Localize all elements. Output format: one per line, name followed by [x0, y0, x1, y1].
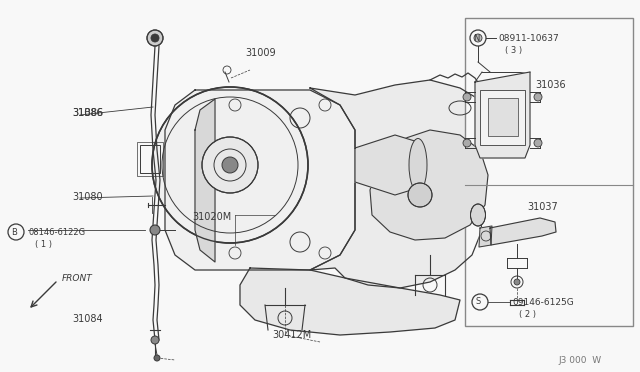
Text: FRONT: FRONT [62, 274, 93, 283]
Polygon shape [370, 130, 488, 240]
Circle shape [408, 183, 432, 207]
Text: 31084: 31084 [72, 314, 102, 324]
Bar [465, 18, 633, 326]
Polygon shape [310, 80, 490, 288]
Circle shape [534, 139, 542, 147]
Circle shape [151, 336, 159, 344]
Text: 31036: 31036 [535, 80, 566, 90]
Text: 08911-10637: 08911-10637 [498, 34, 559, 43]
Text: 31086: 31086 [72, 108, 102, 118]
Text: 08146-6122G: 08146-6122G [28, 228, 85, 237]
Text: ( 1 ): ( 1 ) [35, 240, 52, 249]
Text: J3 000  W: J3 000 W [558, 356, 601, 365]
Circle shape [474, 34, 482, 42]
Polygon shape [165, 90, 355, 270]
Text: B: B [11, 228, 17, 237]
Circle shape [150, 225, 160, 235]
Circle shape [202, 137, 258, 193]
Circle shape [152, 87, 308, 243]
Text: 30412M: 30412M [272, 330, 311, 340]
Circle shape [154, 355, 160, 361]
Bar [140, 145, 160, 173]
Text: 31009: 31009 [245, 48, 276, 58]
Ellipse shape [470, 204, 486, 226]
Text: 31B86: 31B86 [72, 108, 103, 118]
Bar [137, 142, 163, 176]
Ellipse shape [409, 138, 427, 192]
Polygon shape [240, 268, 460, 335]
Polygon shape [195, 99, 215, 262]
Polygon shape [490, 218, 556, 245]
Text: N: N [473, 33, 479, 42]
Text: 31037: 31037 [527, 202, 557, 212]
Text: 31080: 31080 [72, 192, 102, 202]
Circle shape [222, 157, 238, 173]
Circle shape [151, 34, 159, 42]
Text: 31020M: 31020M [192, 212, 231, 222]
Text: ( 2 ): ( 2 ) [519, 310, 536, 319]
Circle shape [534, 93, 542, 101]
Circle shape [463, 93, 471, 101]
Bar [488, 98, 518, 136]
Polygon shape [355, 135, 418, 195]
Polygon shape [479, 226, 492, 247]
Circle shape [514, 279, 520, 285]
Circle shape [147, 30, 163, 46]
Circle shape [463, 139, 471, 147]
Polygon shape [475, 72, 530, 158]
Text: S: S [476, 298, 481, 307]
Text: ( 3 ): ( 3 ) [505, 46, 522, 55]
Text: 09146-6125G: 09146-6125G [512, 298, 573, 307]
Bar [480, 90, 525, 145]
